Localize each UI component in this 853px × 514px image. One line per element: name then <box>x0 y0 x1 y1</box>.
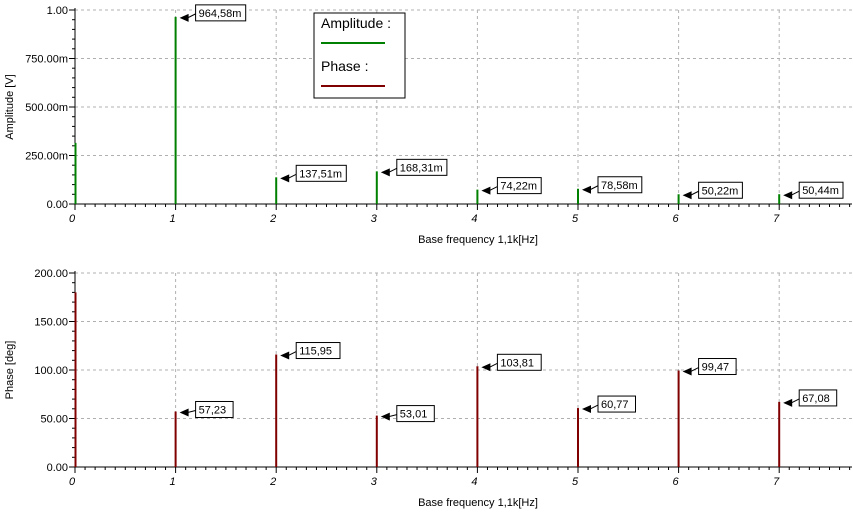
data-label-box <box>798 181 844 199</box>
x-tick-label: 4 <box>471 213 477 225</box>
data-label-arrow <box>582 185 591 194</box>
data-label-arrow <box>280 174 290 183</box>
data-label-box <box>496 177 542 195</box>
y-tick-label: 750.00m <box>25 54 68 66</box>
y-tick-label: 500.00m <box>25 102 68 114</box>
data-label: 168,31m <box>400 162 443 174</box>
data-label-box <box>698 358 737 376</box>
data-label-box <box>597 395 636 413</box>
data-label: 103,81 <box>500 357 534 369</box>
y-tick-label: 0.00 <box>47 462 68 474</box>
x-tick-label: 1 <box>170 213 176 225</box>
data-label-box <box>195 400 234 418</box>
data-label-arrow <box>682 191 692 200</box>
data-label-leader <box>287 351 297 356</box>
data-label-box <box>195 4 247 22</box>
data-label-leader <box>287 173 297 179</box>
data-label-arrow <box>179 13 189 22</box>
data-label: 99,47 <box>702 362 730 374</box>
data-label-arrow <box>481 186 491 195</box>
data-label-box <box>496 353 542 371</box>
x-tick-label: 6 <box>673 213 680 225</box>
x-tick-label: 0 <box>69 476 76 488</box>
data-label-leader <box>489 362 498 368</box>
y-tick-label: 100.00 <box>34 365 68 377</box>
data-label: 57,23 <box>199 404 227 416</box>
chart-panel-1: 0.00 250.00m 500.00m 750.00m 1.00 0 1 2 3 4 5 6 7 Bas… <box>4 4 852 246</box>
data-label: 964,58m <box>199 8 242 20</box>
data-label-arrow <box>380 168 390 177</box>
data-label-arrow <box>682 367 692 376</box>
x-tick-label: 7 <box>773 213 780 225</box>
x-tick-label: 5 <box>572 213 579 225</box>
x-tick-label: 7 <box>773 476 780 488</box>
data-label: 137,51m <box>299 168 342 180</box>
data-label-arrow <box>783 191 793 200</box>
legend-box <box>313 12 406 99</box>
data-label-leader <box>690 190 699 196</box>
x-tick-label: 0 <box>69 213 76 225</box>
y-tick-label: 1.00 <box>47 5 68 17</box>
data-label: 50,22m <box>702 185 739 197</box>
x-tick-label: 3 <box>371 213 378 225</box>
y-tick-label: 150.00 <box>34 317 68 329</box>
data-label-box <box>798 389 838 407</box>
data-label-arrow <box>783 398 793 407</box>
y-tick-label: 250.00m <box>25 151 68 163</box>
x-tick-label: 6 <box>673 476 680 488</box>
data-label-arrow <box>481 363 491 372</box>
legend-label: Amplitude : <box>321 15 391 31</box>
data-label: 78,58m <box>601 180 638 192</box>
data-label-leader <box>589 404 599 410</box>
y-tick-label: 0.00 <box>47 199 68 211</box>
data-label-leader <box>489 186 498 192</box>
data-label-arrow <box>380 412 390 421</box>
data-label-leader <box>790 398 800 404</box>
data-label: 115,95 <box>299 346 332 358</box>
data-label-leader <box>790 190 800 196</box>
data-label-box <box>295 342 341 360</box>
data-label-leader <box>690 367 699 372</box>
x-tick-label: 1 <box>170 476 176 488</box>
data-label-box <box>295 164 347 182</box>
data-label: 53,01 <box>400 409 428 421</box>
y-axis-label: Amplitude [V] <box>4 74 16 139</box>
data-label-box <box>396 405 435 423</box>
data-label-leader <box>589 185 599 191</box>
y-tick-label: 200.00 <box>34 268 68 280</box>
data-label-leader <box>187 410 196 413</box>
data-label-leader <box>187 13 196 19</box>
x-tick-label: 2 <box>269 213 276 225</box>
chart-panel-2: 0.00 50.00 100.00 150.00 200.00 0 1 2 3 4 5 6 7 Base … <box>4 268 852 509</box>
data-label: 60,77 <box>601 399 629 411</box>
data-label-arrow <box>280 351 290 360</box>
y-axis-label: Phase [deg] <box>4 341 16 400</box>
x-tick-label: 4 <box>471 476 477 488</box>
data-label-box <box>698 181 743 199</box>
data-label-arrow <box>179 408 189 417</box>
data-label: 50,44m <box>802 185 839 197</box>
x-tick-label: 3 <box>371 476 378 488</box>
data-label-box <box>396 158 448 176</box>
data-label-leader <box>388 414 397 418</box>
data-label: 67,08 <box>802 393 830 405</box>
data-label-arrow <box>582 405 591 414</box>
x-axis-label: Base frequency 1,1k[Hz] <box>418 497 538 509</box>
data-label: 74,22m <box>500 181 537 193</box>
y-tick-label: 50.00 <box>40 414 68 426</box>
legend: Amplitude : Phase : <box>313 12 406 99</box>
data-label-box <box>597 176 643 194</box>
legend-label: Phase : <box>321 58 368 74</box>
x-tick-label: 5 <box>572 476 579 488</box>
data-label-leader <box>388 167 398 173</box>
x-axis-label: Base frequency 1,1k[Hz] <box>418 234 538 246</box>
x-tick-label: 2 <box>269 476 276 488</box>
